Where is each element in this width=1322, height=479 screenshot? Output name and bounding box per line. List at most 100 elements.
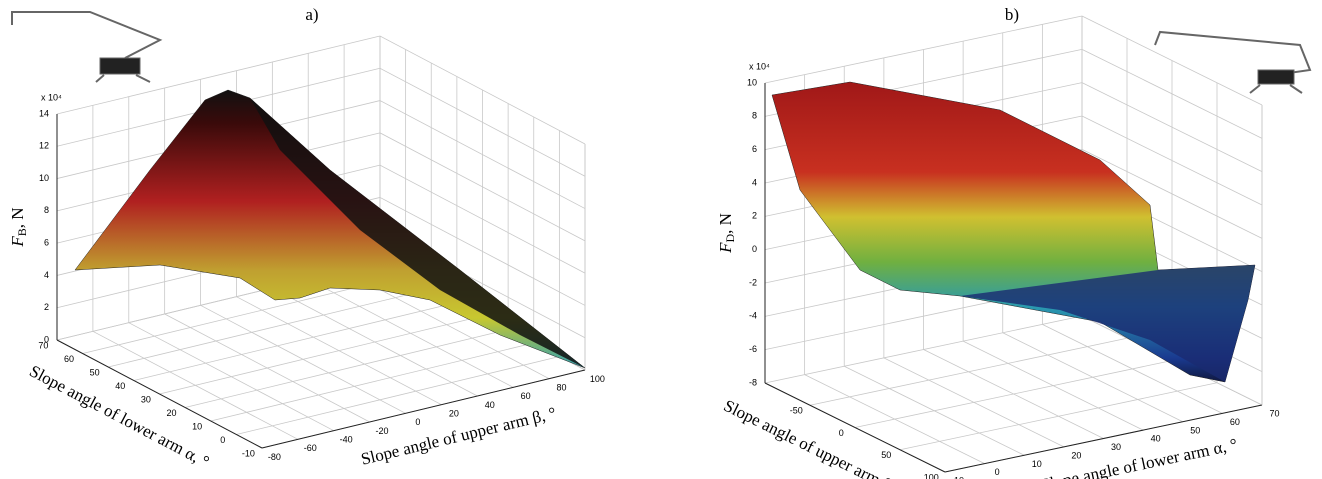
z-axis-label: FB, N (8, 207, 29, 247)
grid-line (200, 304, 406, 414)
grid-line (1042, 324, 1223, 414)
x-tick-label: 10 (192, 422, 202, 432)
x-axis-label: Slope angle of upper arm β, ° (721, 396, 909, 479)
z-tick-label: 10 (39, 173, 49, 183)
grid-line (379, 132, 586, 242)
grid-line (1081, 115, 1263, 206)
axis-line (764, 382, 946, 473)
z-label-symbol: F (8, 236, 27, 248)
multiplier: x 10⁴ (749, 61, 770, 71)
multiplier: x 10⁴ (41, 92, 62, 102)
z-label-unit: , N (716, 213, 735, 234)
grid-line (379, 67, 586, 177)
z-tick-label: -6 (749, 344, 757, 354)
x-tick-label: 100 (924, 472, 939, 479)
grid-line (923, 349, 1104, 439)
y-tick-label: 20 (449, 409, 459, 419)
x-tick-label: -10 (242, 449, 255, 459)
z-tick-label: 6 (44, 238, 49, 248)
grid-line (379, 197, 586, 306)
grid-line (128, 322, 334, 432)
grid-line (379, 164, 586, 274)
grid-line (1081, 148, 1263, 239)
axis-line (944, 404, 1263, 473)
z-tick-label: 2 (44, 302, 49, 312)
z-tick-label: -2 (749, 277, 757, 287)
z-label-subscript: D (723, 234, 737, 243)
z-tick-label: -4 (749, 311, 757, 321)
z-tick-label: 12 (39, 141, 49, 151)
z-label-unit: , N (8, 207, 27, 228)
grid-line (764, 315, 1083, 384)
x-tick-label: 70 (38, 341, 48, 351)
y-tick-label: 0 (415, 417, 420, 427)
x-tick-label: 60 (64, 354, 74, 364)
z-tick-label: -8 (749, 377, 757, 387)
z-axis-label: FD, N (716, 213, 737, 254)
x-tick-label: 0 (839, 428, 844, 438)
grid-line (379, 35, 586, 145)
grid-line (133, 302, 457, 381)
x-tick-label: 0 (220, 435, 225, 445)
axis-line (56, 339, 263, 449)
z-label-symbol: F (716, 242, 735, 254)
grid-line (185, 329, 509, 408)
surface-blade (960, 265, 1255, 382)
y-axis-label: Slope angle of lower arm α, ° (1039, 435, 1239, 479)
panel-label: a) (305, 5, 318, 24)
grid-line (379, 100, 586, 209)
y-tick-label: -60 (304, 443, 317, 453)
x-tick-label: 50 (90, 368, 100, 378)
y-tick-label: 60 (1230, 417, 1240, 427)
y-tick-label: 10 (1032, 459, 1042, 469)
grid-line (159, 315, 483, 395)
z-tick-label: 10 (747, 77, 757, 87)
y-tick-label: 70 (1270, 409, 1280, 419)
grid-line (1081, 82, 1263, 173)
grid-line (804, 374, 985, 464)
grid-line (1081, 48, 1263, 139)
x-tick-label: -50 (790, 406, 803, 416)
grid-line (308, 278, 514, 388)
z-tick-label: 0 (752, 244, 757, 254)
z-tick-label: 2 (752, 211, 757, 221)
z-tick-label: 8 (44, 205, 49, 215)
grid-line (272, 287, 478, 397)
y-tick-label: 60 (521, 391, 531, 401)
y-tick-label: 80 (556, 383, 566, 393)
y-tick-label: -20 (376, 426, 389, 436)
y-tick-label: 100 (590, 374, 605, 384)
z-label-subscript: B (15, 228, 29, 236)
panel-label: b) (1005, 5, 1019, 24)
x-tick-label: 50 (881, 450, 891, 460)
y-tick-label: -80 (268, 452, 281, 462)
crane-icon (11, 11, 1312, 94)
grid-line (1081, 15, 1263, 106)
grid-line (56, 35, 381, 115)
x-axis-label: Slope angle of lower arm α, ° (26, 361, 212, 471)
x-tick-label: 20 (167, 408, 177, 418)
z-tick-label: 6 (752, 144, 757, 154)
x-tick-label: 30 (141, 395, 151, 405)
y-tick-label: -40 (340, 435, 353, 445)
z-tick-label: 14 (39, 108, 49, 118)
grid-line (844, 365, 1025, 456)
x-tick-label: 40 (115, 381, 125, 391)
grid-line (883, 357, 1065, 448)
grid-line (108, 288, 432, 368)
grid-line (1002, 332, 1183, 423)
grid-line (92, 330, 299, 440)
z-tick-label: 4 (44, 270, 49, 280)
y-tick-label: 50 (1190, 425, 1200, 435)
y-tick-label: 40 (485, 400, 495, 410)
grid-line (236, 296, 442, 406)
y-tick-label: 30 (1111, 442, 1121, 452)
y-tick-label: -10 (951, 476, 964, 479)
grid-line (962, 340, 1144, 431)
z-tick-label: 8 (752, 111, 757, 121)
grid-line (764, 15, 1083, 84)
grid-line (164, 313, 370, 423)
y-tick-label: 0 (995, 467, 1000, 477)
axis-line (261, 369, 586, 449)
